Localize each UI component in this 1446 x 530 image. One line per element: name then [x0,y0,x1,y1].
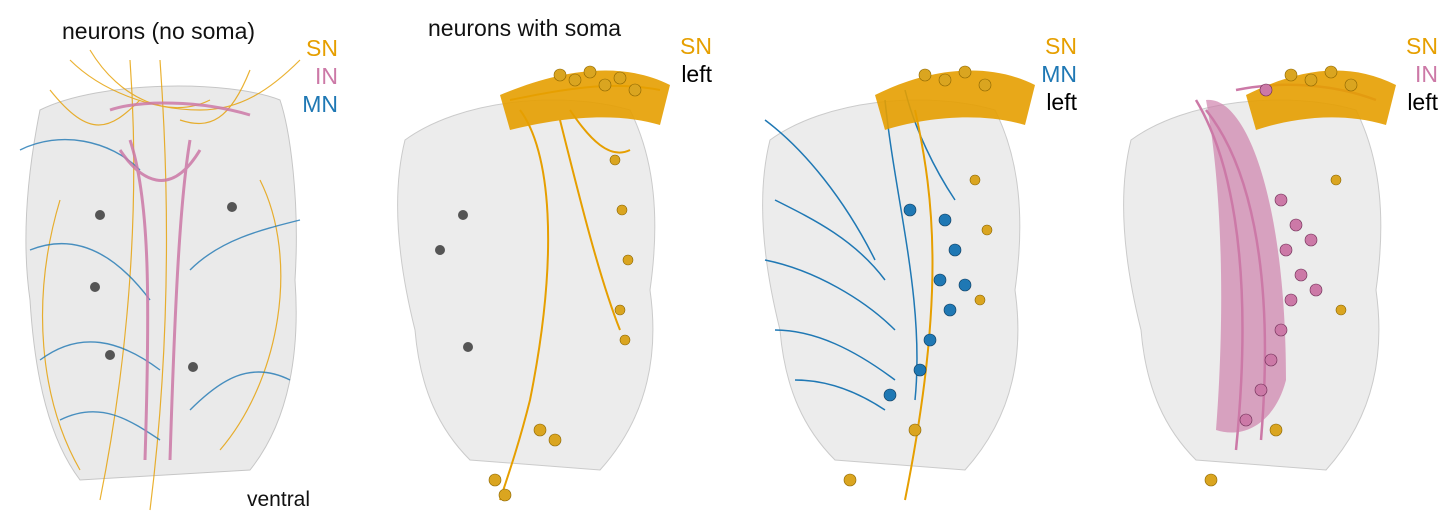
mn-soma [883,203,972,402]
orientation-label: ventral [247,488,311,511]
legend-item-left: left [1407,89,1438,115]
neuron-render-sn-mn [762,65,1035,501]
neuron-render-no-soma [19,49,301,511]
mn-fibers [19,138,301,441]
panel-neurons-with-soma: neurons with soma SN left [360,0,720,530]
soma-grey [90,202,237,372]
legend-item-left: left [681,61,712,87]
neuron-render-sn-in [1123,65,1396,487]
panel-legend: SN MN left [1041,32,1077,116]
neuron-render-sn [397,65,670,502]
sn-soma [488,65,642,502]
legend-item-sn: SN [680,33,712,59]
panel-legend: SN IN left [1406,32,1438,116]
legend-item-sn: SN [1406,33,1438,59]
panel-legend: SN left [680,32,712,88]
sn-soma [1204,65,1358,487]
legend-item-in: IN [1415,61,1438,87]
legend-item-mn: MN [1041,61,1077,87]
panel-legend: SN IN MN [302,34,338,118]
legend-item-mn: MN [302,91,338,117]
sn-fiber-bundle [875,70,1035,130]
soma-grey [435,210,473,352]
legend-item-left: left [1046,89,1077,115]
panel-sn-in: SN IN left [1086,0,1446,530]
panel-title: neurons with soma [428,15,622,41]
in-fiber-bundle [1206,99,1286,433]
body-mesh [25,85,297,481]
body-mesh [762,99,1021,471]
legend-item-in: IN [315,63,338,89]
in-fibers [109,101,251,461]
panel-title: neurons (no soma) [62,18,256,44]
panel-sn-mn: SN MN left [725,0,1085,530]
sn-fiber-bundle [1246,70,1396,130]
sn-fiber-bundle [500,70,670,130]
sn-soma [843,65,993,487]
panel-neurons-no-soma: neurons (no soma) SN IN MN ventral [0,0,350,530]
legend-item-sn: SN [306,35,338,61]
legend-item-sn: SN [1045,33,1077,59]
in-soma [1239,83,1323,427]
